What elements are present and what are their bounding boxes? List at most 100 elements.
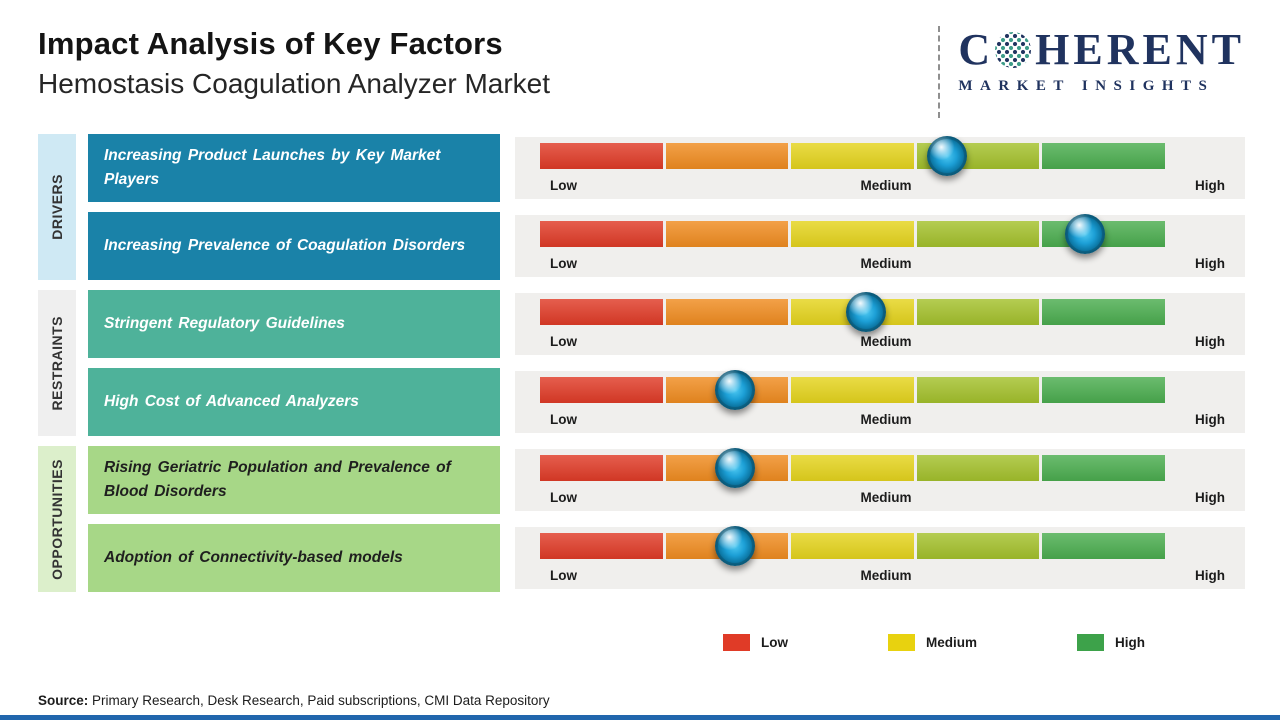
logo-rest: HERENT: [1035, 25, 1245, 74]
logo-area: C HERENT MARKET INSIGHTS: [938, 14, 1245, 118]
source-text: Primary Research, Desk Research, Paid su…: [88, 693, 550, 708]
group-strip-restraints: RESTRAINTS: [38, 290, 76, 436]
logo-tagline: MARKET INSIGHTS: [958, 78, 1215, 94]
factor-box: Adoption of Connectivity-based models: [88, 524, 500, 592]
scale-labels: Low Medium High: [540, 568, 1225, 583]
scale-labels: Low Medium High: [540, 256, 1225, 271]
impact-scale-bar: [540, 214, 1165, 254]
bar-segment-1: [540, 143, 663, 169]
factor-label: Increasing Product Launches by Key Marke…: [104, 146, 441, 188]
header: Impact Analysis of Key Factors Hemostasi…: [38, 0, 1245, 118]
scale-label-high: High: [1194, 334, 1225, 349]
impact-scale-bar: [540, 292, 1165, 332]
bar-segment-3: [791, 533, 914, 559]
bar-segment-1: [540, 533, 663, 559]
bar-segment-3: [791, 221, 914, 247]
source-label: Source:: [38, 693, 89, 708]
logo-globe-o-icon: [995, 32, 1032, 68]
impact-marker: [714, 448, 755, 488]
scale-label-high: High: [1194, 490, 1225, 505]
factor-list-opportunities: Rising Geriatric Population and Prevalen…: [88, 446, 1245, 592]
factor-label: Adoption of Connectivity-based models: [104, 548, 403, 566]
legend-swatch-medium: [887, 634, 915, 651]
bar-segment-4: [916, 299, 1040, 325]
factor-label: High Cost of Advanced Analyzers: [104, 392, 359, 410]
factor-group-restraints: RESTRAINTS Stringent Regulatory Guideline…: [38, 290, 1245, 436]
impact-bar-panel: Low Medium High: [515, 448, 1245, 511]
factor-row: High Cost of Advanced Analyzers Low Medium…: [88, 368, 1245, 436]
legend: Low Medium High: [38, 634, 1145, 651]
factor-box: Stringent Regulatory Guidelines: [88, 290, 500, 358]
bar-segment-2: [665, 221, 789, 247]
scale-label-high: High: [1194, 412, 1225, 427]
scale-label-medium: Medium: [860, 334, 912, 349]
scale-label-high: High: [1194, 256, 1225, 271]
scale-label-low: Low: [550, 412, 577, 427]
bar-segment-3: [791, 143, 914, 169]
factor-list-restraints: Stringent Regulatory Guidelines Low Medium…: [88, 290, 1245, 436]
impact-scale-bar: [540, 370, 1165, 410]
legend-item-high: High: [1077, 634, 1145, 651]
bar-segment-4: [916, 377, 1040, 403]
factor-row: Rising Geriatric Population and Prevalen…: [88, 446, 1245, 514]
legend-label: Low: [760, 635, 788, 650]
bar-segment-1: [540, 221, 663, 247]
dashed-divider: [938, 26, 941, 118]
impact-marker: [1064, 214, 1105, 254]
impact-marker: [714, 370, 755, 410]
bar-segment-5: [1042, 455, 1165, 481]
bar-segment-2: [665, 143, 789, 169]
scale-label-medium: Medium: [860, 490, 912, 505]
bar-segment-5: [1042, 533, 1165, 559]
scale-label-low: Low: [550, 568, 577, 583]
impact-bar-panel: Low Medium High: [515, 526, 1245, 589]
factor-box: Increasing Product Launches by Key Marke…: [88, 134, 500, 202]
factor-row: Increasing Prevalence of Coagulation Dis…: [88, 212, 1245, 280]
bar-segment-5: [1042, 377, 1165, 403]
source-note: Source: Primary Research, Desk Research,…: [38, 693, 550, 708]
factor-box: High Cost of Advanced Analyzers: [88, 368, 500, 436]
logo-brand-text: C HERENT: [958, 28, 1245, 72]
scale-label-high: High: [1194, 568, 1225, 583]
bar-segment-5: [1042, 143, 1165, 169]
impact-bar-panel: Low Medium High: [515, 370, 1245, 433]
bar-segment-4: [916, 533, 1040, 559]
bar-segment-4: [916, 221, 1040, 247]
factor-box: Increasing Prevalence of Coagulation Dis…: [88, 212, 500, 280]
factor-label: Increasing Prevalence of Coagulation Dis…: [104, 236, 466, 254]
bar-segment-1: [540, 455, 663, 481]
bar-segment-2: [665, 299, 789, 325]
bar-segment-1: [540, 299, 663, 325]
legend-item-medium: Medium: [887, 634, 977, 651]
bar-segment-5: [1042, 221, 1165, 247]
legend-swatch-low: [722, 634, 750, 651]
scale-label-low: Low: [550, 178, 577, 193]
scale-label-low: Low: [550, 334, 577, 349]
scale-labels: Low Medium High: [540, 412, 1225, 427]
impact-scale-bar: [540, 448, 1165, 488]
bar-segment-4: [916, 455, 1040, 481]
group-label-opportunities: OPPORTUNITIES: [49, 458, 65, 580]
group-strip-opportunities: OPPORTUNITIES: [38, 446, 76, 592]
group-strip-drivers: DRIVERS: [38, 134, 76, 280]
impact-scale-bar: [540, 136, 1165, 176]
impact-bar-panel: Low Medium High: [515, 136, 1245, 199]
bar-segment-3: [791, 377, 914, 403]
scale-labels: Low Medium High: [540, 178, 1225, 193]
impact-scale-bar: [540, 526, 1165, 566]
scale-label-low: Low: [550, 490, 577, 505]
bar-segment-5: [1042, 299, 1165, 325]
factor-group-drivers: DRIVERS Increasing Product Launches by Ke…: [38, 134, 1245, 280]
legend-swatch-high: [1077, 634, 1104, 651]
factor-row: Increasing Product Launches by Key Marke…: [88, 134, 1245, 202]
factor-list-drivers: Increasing Product Launches by Key Marke…: [88, 134, 1245, 280]
scale-label-high: High: [1194, 178, 1225, 193]
group-label-restraints: RESTRAINTS: [49, 315, 65, 411]
scale-labels: Low Medium High: [540, 334, 1225, 349]
page-title: Impact Analysis of Key Factors: [38, 26, 503, 61]
legend-label: High: [1115, 635, 1145, 650]
scale-label-medium: Medium: [860, 256, 912, 271]
factor-row: Adoption of Connectivity-based models Low…: [88, 524, 1245, 592]
logo-first-letter: C: [958, 25, 995, 74]
